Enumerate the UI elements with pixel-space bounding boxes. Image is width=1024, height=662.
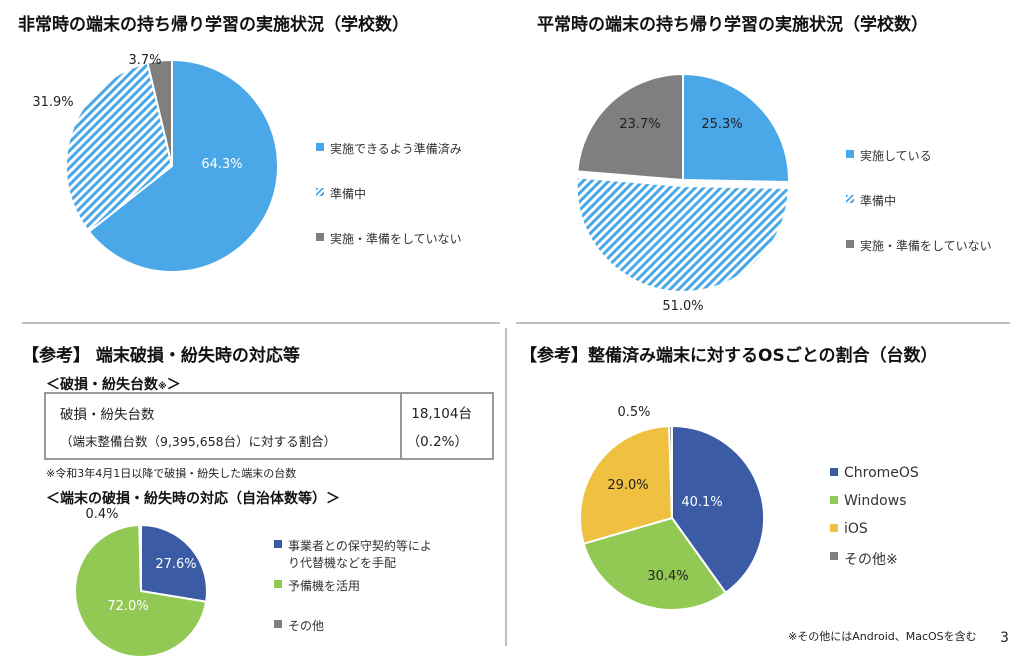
- legend-label: その他※: [844, 552, 898, 568]
- divider-top-left: [22, 322, 500, 324]
- legend-item-1: ChromeOS: [830, 465, 919, 481]
- normal-pie-chart: 25.3% 51.0% 23.7%: [575, 72, 790, 314]
- divider-top-right: [516, 322, 1010, 324]
- pie-slice-4: [668, 424, 673, 519]
- legend-label: 実施・準備をしていない: [860, 239, 992, 253]
- pie-data-label-3: 3.7%: [128, 53, 161, 68]
- response-pie-chart: 27.6% 72.0% 0.4%: [74, 507, 208, 658]
- reference-section-title: 【参考】 端末破損・紛失時の対応等: [22, 346, 300, 366]
- loss-count-footnote: ※令和3年4月1日以降で破損・紛失した端末の台数: [46, 467, 297, 480]
- legend-swatch: [830, 496, 838, 504]
- pie-slice-1: [87, 58, 279, 273]
- response-chart-title: ＜端末の破損・紛失時の対応（自治体数等）＞: [46, 491, 340, 507]
- pie-slice-2: [575, 176, 790, 293]
- legend-item-1: 事業者との保守契約等により代替機などを手配: [274, 537, 434, 571]
- legend-label: 実施できるよう準備済み: [330, 142, 462, 156]
- legend-label: 実施している: [860, 149, 932, 163]
- emergency-pie-chart: 64.3% 31.9% 3.7%: [32, 53, 279, 273]
- pie-slice-1: [140, 523, 208, 603]
- os-footnote: ※その他にはAndroid、MacOSを含む: [788, 630, 977, 643]
- loss-count-value: 18,104台: [411, 406, 472, 422]
- pie-data-label-1: 40.1%: [681, 495, 722, 510]
- legend-swatch: [830, 524, 838, 532]
- legend-item-2: 準備中: [846, 192, 896, 209]
- legend-label: 準備中: [330, 187, 367, 201]
- legend-item-1: 実施できるよう準備済み: [316, 140, 462, 157]
- response-legend: 事業者との保守契約等により代替機などを手配予備機を活用 その他: [274, 537, 464, 647]
- legend-swatch: [846, 195, 854, 203]
- pie-slice-1: [682, 72, 790, 184]
- legend-label: 事業者との保守契約等により代替機などを手配: [288, 539, 432, 570]
- page-number: 3: [1000, 630, 1009, 646]
- legend-swatch: [316, 188, 324, 196]
- loss-ratio-value: （0.2%）: [406, 434, 468, 450]
- loss-count-subtitle-close: ＞: [166, 377, 181, 393]
- normal-legend: 実施している 準備中実施・準備をしていない: [846, 147, 1016, 267]
- os-legend: ChromeOS Windows iOS その他※: [830, 465, 1010, 585]
- legend-item-3: 実施・準備をしていない: [316, 230, 462, 247]
- pie-data-label-4: 0.5%: [617, 405, 650, 420]
- pie-slice-2: [582, 516, 728, 611]
- legend-swatch: [274, 540, 282, 548]
- pie-slice-3: [146, 58, 173, 167]
- legend-label: ChromeOS: [844, 465, 919, 481]
- normal-chart-title: 平常時の端末の持ち帰り学習の実施状況（学校数）: [537, 15, 928, 35]
- pie-slice-3: [579, 425, 674, 545]
- pie-data-label-3: 23.7%: [619, 117, 660, 132]
- loss-count-table: 破損・紛失台数 （端末整備台数（9,395,658台）に対する割合） 18,10…: [44, 392, 494, 460]
- os-pie-chart: 40.1% 30.4% 29.0% 0.5%: [579, 405, 765, 611]
- pie-data-label-1: 27.6%: [155, 557, 196, 572]
- pie-data-label-1: 25.3%: [701, 117, 742, 132]
- legend-label: 予備機を活用: [288, 579, 361, 593]
- legend-item-2: 予備機を活用: [274, 577, 434, 594]
- legend-swatch: [316, 143, 324, 151]
- pie-data-label-3: 0.4%: [85, 507, 118, 522]
- legend-swatch: [830, 468, 838, 476]
- pie-slice-2: [65, 61, 174, 234]
- loss-table-value-cell: 18,104台 （0.2%）: [400, 392, 494, 460]
- legend-item-4: その他※: [830, 549, 898, 569]
- legend-item-1: 実施している: [846, 147, 932, 164]
- pie-data-label-3: 29.0%: [607, 478, 648, 493]
- loss-ratio-label: （端末整備台数（9,395,658台）に対する割合）: [60, 433, 337, 449]
- legend-label: 準備中: [860, 194, 897, 208]
- emergency-legend: 実施できるよう準備済み 準備中実施・準備をしていない: [316, 140, 496, 260]
- loss-count-label: 破損・紛失台数: [60, 406, 155, 423]
- pie-data-label-1: 64.3%: [201, 157, 242, 172]
- legend-item-3: 実施・準備をしていない: [846, 237, 992, 254]
- legend-item-2: 準備中: [316, 185, 366, 202]
- legend-item-3: iOS: [830, 521, 868, 537]
- emergency-chart-title: 非常時の端末の持ち帰り学習の実施状況（学校数）: [18, 15, 409, 35]
- legend-swatch: [316, 233, 324, 241]
- legend-label: 実施・準備をしていない: [330, 232, 462, 246]
- legend-item-3: その他: [274, 617, 434, 634]
- pie-slice-3: [576, 72, 684, 182]
- loss-count-subtitle-mark: ※: [158, 382, 167, 392]
- divider-vertical: [505, 328, 507, 646]
- legend-swatch: [846, 240, 854, 248]
- legend-swatch: [274, 620, 282, 628]
- legend-item-2: Windows: [830, 493, 907, 509]
- loss-count-subtitle-text: ＜破損・紛失台数: [46, 377, 158, 393]
- legend-label: その他: [288, 619, 325, 633]
- legend-swatch: [274, 580, 282, 588]
- legend-swatch: [846, 150, 854, 158]
- pie-slice-3: [138, 523, 142, 592]
- os-chart-title: 【参考】整備済み端末に対するOSごとの割合（台数）: [520, 346, 938, 366]
- loss-table-label-cell: 破損・紛失台数 （端末整備台数（9,395,658台）に対する割合）: [44, 392, 402, 460]
- legend-label: iOS: [844, 521, 868, 537]
- pie-data-label-2: 30.4%: [647, 569, 688, 584]
- pie-data-label-2: 72.0%: [107, 599, 148, 614]
- pie-data-label-2: 51.0%: [662, 299, 703, 314]
- legend-swatch: [830, 552, 838, 560]
- pie-slice-1: [671, 424, 765, 595]
- legend-label: Windows: [844, 493, 907, 509]
- pie-data-label-2: 31.9%: [32, 95, 73, 110]
- loss-count-subtitle: ＜破損・紛失台数※＞: [46, 374, 181, 394]
